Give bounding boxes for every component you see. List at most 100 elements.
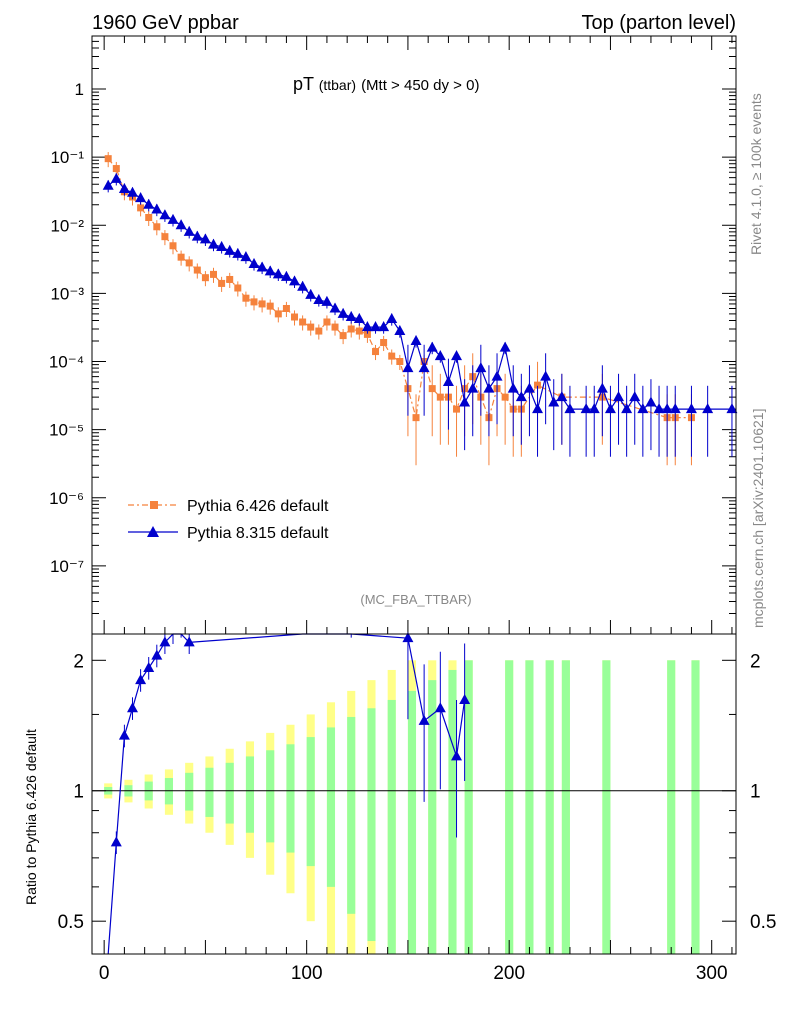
main-ytick-label: 10⁻⁶ [49,489,84,508]
band-inner [602,660,611,954]
series6-point [412,414,420,422]
series8-point [475,362,487,373]
series8-point [305,288,317,299]
ratio-point [135,674,147,685]
series8-point [208,238,220,249]
legend-marker-pythia6 [150,501,158,509]
series6-point [372,348,380,356]
series6-point [534,381,542,389]
series8-point [264,265,276,276]
series8-point [272,268,284,279]
series8-point [580,403,592,414]
ratio-ylabel: Ratio to Pythia 6.426 default [23,729,39,905]
series8-point [410,334,422,345]
band-inner [667,660,676,954]
series6-point [315,327,323,335]
series6-point [153,223,161,231]
ratio-point [459,693,471,704]
series6-point [274,310,282,318]
series6-point [234,284,242,292]
series8-point [151,203,163,214]
series6-point [137,204,145,212]
series8-point [459,396,471,407]
series8-point [216,240,228,251]
series6-line [107,158,692,420]
ratio-ytick-label-right: 1 [750,782,761,803]
ratio-point [159,636,171,647]
series8-point [191,230,203,241]
series8-point [515,391,527,402]
series8-point [248,257,260,268]
plot-title-main: pT [293,74,314,94]
series8-point [240,251,252,262]
series8-point [394,325,406,336]
series8-point [564,403,576,414]
series8-point [345,311,357,322]
band-inner [505,660,514,954]
band-inner [185,772,194,811]
series8-point [548,396,560,407]
series8-point [507,382,519,393]
series8-point [321,295,333,306]
series6-point [201,274,209,282]
series8-point [629,391,641,402]
series6-point [339,332,347,340]
main-ytick-label: 1 [75,80,84,99]
series8-point [167,213,179,224]
rivet-label: Rivet 4.1.0, ≥ 100k events [748,93,764,255]
band-inner [407,690,417,954]
ratio-point [434,702,446,713]
series6-point [218,279,226,287]
pythia6-series [104,152,695,466]
series8-point [175,219,187,230]
main-ytick-label: 10⁻⁷ [50,557,84,576]
series8-point [418,362,430,373]
ratio-point [402,632,414,643]
series8-point [402,362,414,373]
series6-point [436,393,444,401]
series6-point [291,313,299,321]
series8-point [588,403,600,414]
series6-point [242,294,250,302]
band-inner [205,767,214,817]
series6-point [355,327,363,335]
series8-point [280,270,292,281]
band-inner [326,727,336,887]
series6-point [185,259,193,267]
ratio-ytick-label: 0.5 [58,912,84,933]
main-ytick-label: 10⁻³ [50,284,84,303]
series8-line [107,177,732,412]
ratio-ytick-label: 1 [73,782,84,803]
series8-point [118,183,130,194]
ratio-xtick-label: 300 [696,963,728,984]
series6-point [388,352,396,360]
header-left: 1960 GeV ppbar [92,12,239,34]
series8-point [127,186,139,197]
series6-point [396,358,404,366]
series6-point [258,300,266,308]
series8-point [232,247,244,258]
ratio-point [183,636,195,647]
series6-point [347,325,355,333]
series6-point [266,302,274,310]
ratio-point [127,702,139,713]
ratio-xtick-label: 200 [493,963,525,984]
ratio-point [418,714,430,725]
series6-point [193,266,201,274]
ratio-point [451,750,463,761]
series8-point [669,403,681,414]
ratio-point [143,661,155,672]
plot-title-sub: (ttbar) [319,77,356,93]
main-ytick-label: 10⁻¹ [50,148,84,167]
main-axes: 1 10⁻¹ 10⁻² 10⁻³ 10⁻⁴ 10⁻⁵ 10⁻⁶ 10⁻⁷ [49,35,736,634]
legend-entry-pythia8: Pythia 8.315 default [128,525,329,542]
series8-point [467,382,479,393]
band-inner [448,669,457,954]
plot-title: pT (ttbar) (Mtt > 450 dy > 0) [293,74,479,94]
ratio-frame [91,633,737,955]
series6-point [453,405,461,413]
analysis-tag: (MC_FBA_TTBAR) [360,592,471,607]
series8-point [661,403,673,414]
series8-point [523,382,535,393]
